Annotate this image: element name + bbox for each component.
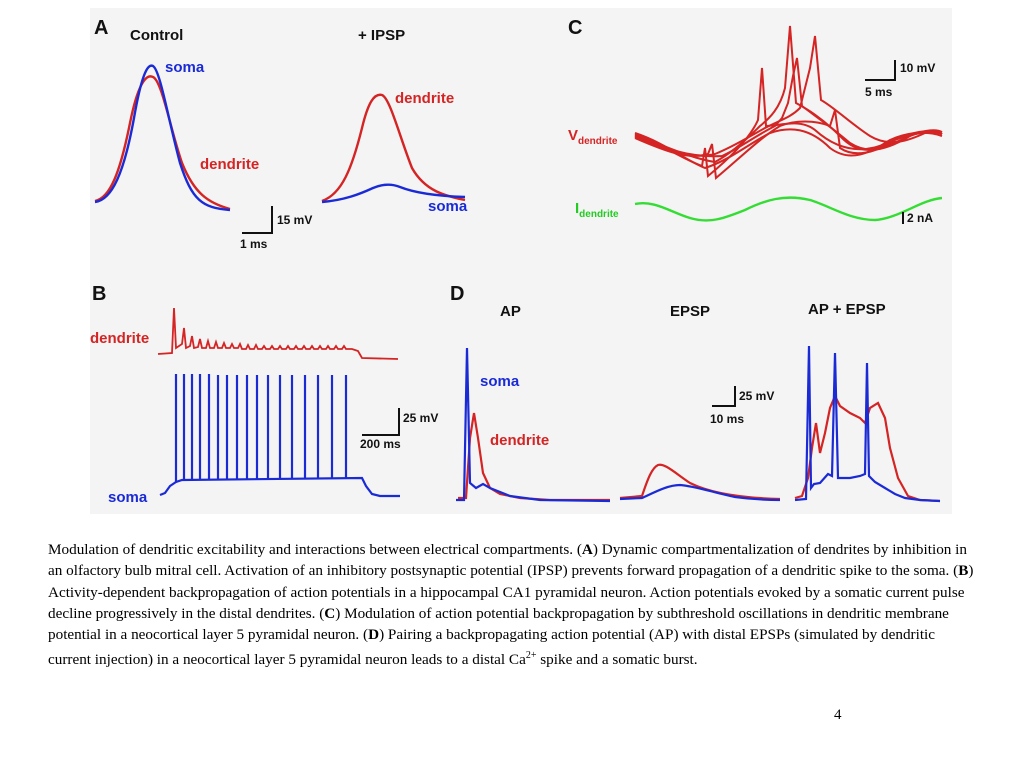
scalebar-c [865, 60, 896, 81]
trace-c-idendrite [634, 196, 943, 222]
figure-image: A Control + IPSP soma dendrite dendrite … [90, 8, 952, 514]
label-b-dendrite: dendrite [90, 330, 149, 347]
caption-superscript: 2+ [525, 650, 537, 662]
label-c-v-main: V [568, 127, 578, 144]
caption-panel-ref-b: B [958, 562, 969, 580]
scalebar-d-voltage: 25 mV [739, 389, 774, 403]
label-c-i-main: I [575, 200, 579, 217]
page-number: 4 [834, 707, 842, 723]
scalebar-d-time: 10 ms [710, 412, 744, 426]
trace-a-control-dendrite [94, 75, 231, 211]
label-a-ipsp-dendrite: dendrite [395, 90, 454, 107]
panel-a-heading-ipsp: + IPSP [358, 27, 405, 44]
scalebar-a-voltage: 15 mV [277, 213, 312, 227]
label-d-soma: soma [480, 373, 520, 390]
trace-d-apepsp-soma [794, 345, 941, 503]
trace-d-epsp-dendrite [619, 463, 781, 501]
trace-d-epsp-soma [619, 483, 781, 502]
panel-d-letter: D [450, 283, 464, 305]
panel-a: A Control + IPSP soma dendrite dendrite … [94, 17, 468, 251]
scalebar-c-current-label: 2 nA [907, 211, 933, 225]
panel-d-heading-ap: AP [500, 303, 521, 320]
scalebar-b-voltage: 25 mV [403, 411, 438, 425]
scalebar-b [362, 408, 400, 436]
panel-a-letter: A [94, 17, 108, 39]
trace-b-dendrite [157, 307, 399, 360]
figure-caption: Modulation of dendritic excitability and… [48, 539, 978, 671]
scalebar-d [712, 386, 736, 407]
trace-c-v1 [634, 128, 943, 170]
caption-part: spike and a somatic burst. [536, 651, 698, 669]
caption-part: Modulation of dendritic excitability and… [48, 541, 582, 558]
label-a-dendrite: dendrite [200, 156, 259, 173]
trace-a-ipsp-soma [321, 183, 466, 204]
panel-d: D AP EPSP AP + EPSP soma dendrite 25 mV … [450, 283, 941, 503]
trace-c-v6 [634, 109, 943, 180]
caption-panel-ref-c: C [324, 604, 336, 622]
trace-d-ap-dendrite [458, 412, 610, 502]
panel-b: B dendrite soma 25 mV [90, 283, 438, 506]
label-a-ipsp-soma: soma [428, 198, 468, 215]
trace-c-v2 [634, 67, 943, 178]
label-a-soma: soma [165, 59, 205, 76]
scalebar-b-time: 200 ms [360, 437, 401, 451]
label-d-dendrite: dendrite [490, 432, 549, 449]
panel-c-letter: C [568, 17, 582, 39]
caption-part: ) Modulation of action potential backpro… [48, 604, 949, 644]
traces-c-vdendrite [634, 25, 943, 180]
scalebar-a [242, 206, 273, 234]
panel-a-heading-control: Control [130, 27, 183, 44]
scalebar-a-time: 1 ms [240, 237, 268, 251]
caption-panel-ref-a: A [581, 541, 593, 558]
label-c-idendrite: Idendrite [575, 200, 619, 220]
panel-c: C Vdendrite Idendrite 10 mV 5 ms 2 nA [568, 17, 943, 225]
label-c-vdendrite: Vdendrite [568, 127, 618, 147]
caption-part: ) Activity-dependent backpropagation of … [48, 562, 974, 622]
trace-b-soma-baseline [159, 476, 400, 498]
panel-d-heading-ap-epsp: AP + EPSP [808, 301, 886, 318]
trace-d-ap-soma [456, 347, 611, 503]
caption-panel-ref-d: D [368, 626, 380, 644]
caption-part: ) Pairing a backpropagating action poten… [48, 626, 935, 669]
label-c-v-sub: dendrite [578, 136, 618, 147]
trace-b-soma-spikes [174, 374, 348, 482]
label-c-i-sub: dendrite [579, 209, 619, 220]
scalebar-c-voltage: 10 mV [900, 61, 935, 75]
figure-svg: A Control + IPSP soma dendrite dendrite … [90, 17, 943, 506]
label-b-soma: soma [108, 489, 148, 506]
trace-a-control-soma [94, 64, 231, 212]
trace-a-ipsp-dendrite [321, 93, 466, 203]
caption-part: ) Dynamic compartmentalization of dendri… [48, 541, 967, 580]
panel-b-letter: B [92, 283, 106, 305]
panel-d-heading-epsp: EPSP [670, 303, 710, 320]
trace-d-apepsp-dendrite [794, 393, 941, 503]
scalebar-c-time: 5 ms [865, 85, 893, 99]
